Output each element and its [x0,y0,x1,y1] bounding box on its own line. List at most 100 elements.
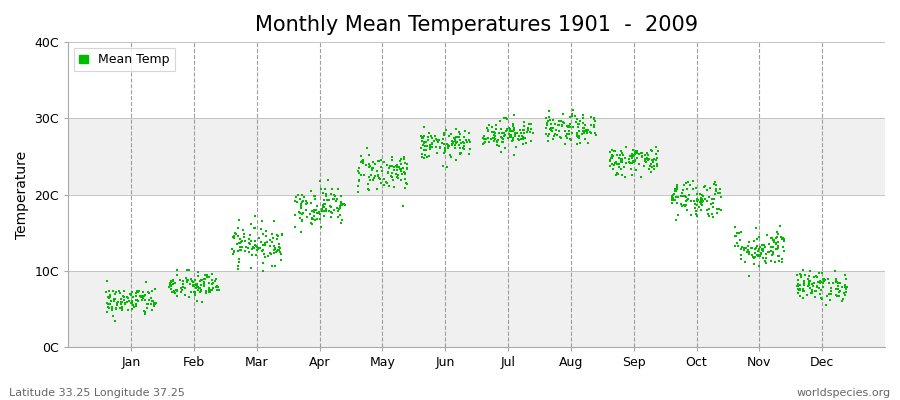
Point [362,160,376,167]
Point [796,288,811,294]
Point [713,190,727,196]
Point [370,168,384,174]
Point [358,162,373,169]
Point [747,261,761,268]
Point [808,294,823,300]
Point [647,166,662,172]
Point [797,288,812,294]
Point [230,263,245,269]
Point [697,184,711,190]
Point [292,208,306,215]
Point [829,277,843,284]
Point [806,280,821,286]
Point [769,246,783,252]
Point [639,156,653,162]
Point [690,198,705,204]
Point [258,254,273,260]
Point [328,192,342,199]
Point [355,158,369,164]
Point [792,282,806,288]
Point [104,297,119,304]
Point [766,249,780,255]
Point [209,284,223,290]
Point [686,186,700,192]
Point [204,271,219,278]
Point [589,132,603,138]
Point [649,151,663,158]
Point [741,242,755,249]
Point [379,179,393,185]
Point [180,267,194,274]
Point [813,279,827,286]
Point [578,136,592,142]
Point [109,289,123,296]
Point [204,287,219,294]
Point [417,124,431,130]
Point [453,136,467,143]
Point [197,283,211,289]
Point [448,145,463,152]
Point [689,211,704,217]
Point [428,133,442,140]
Point [514,136,528,142]
Point [578,122,592,128]
Point [734,252,749,259]
Point [256,251,271,258]
Point [517,126,531,133]
Point [450,139,464,146]
Point [389,170,403,177]
Point [684,198,698,204]
Point [296,210,310,217]
Point [322,197,337,203]
Point [554,123,569,130]
Point [191,269,205,275]
Point [775,235,789,242]
Point [166,277,181,283]
Point [237,233,251,240]
Point [248,225,263,232]
Point [354,152,368,159]
Point [793,286,807,292]
Point [754,250,769,256]
Point [430,137,445,144]
Point [689,196,704,203]
Point [361,186,375,192]
Point [694,194,708,201]
Point [130,289,145,295]
Point [210,286,224,293]
Point [773,223,788,230]
Point [335,217,349,223]
Point [752,246,766,253]
Bar [68,118,885,194]
Point [813,277,827,284]
Point [448,126,463,133]
Point [570,132,584,138]
Point [572,128,586,134]
Point [544,128,559,134]
Point [453,131,467,137]
Point [490,138,504,144]
Point [793,293,807,300]
Point [338,202,352,208]
Point [452,129,466,136]
Point [266,243,281,249]
Point [296,194,310,200]
Point [331,186,346,192]
Point [521,126,535,133]
Point [103,292,117,298]
Point [702,206,716,212]
Point [629,167,643,173]
Point [428,136,443,142]
Point [614,158,628,164]
Point [122,291,137,298]
Point [577,125,591,132]
Point [309,217,323,223]
Point [758,258,772,265]
Point [791,283,806,289]
Point [608,148,622,154]
Point [626,147,640,153]
Point [515,133,529,140]
Point [329,196,344,202]
Point [817,277,832,283]
Point [435,140,449,146]
